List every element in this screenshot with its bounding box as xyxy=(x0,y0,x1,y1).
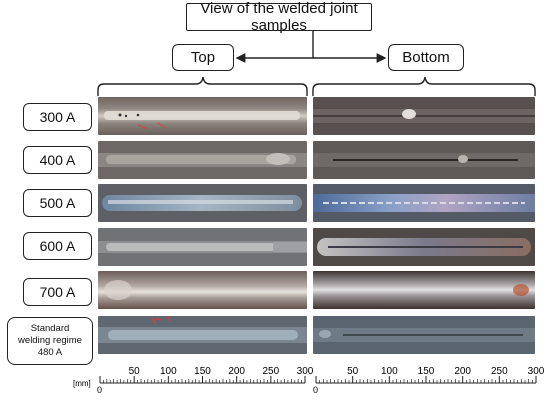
weld-photo-bottom-400a xyxy=(313,141,535,179)
ruler-bottom-label-150: 150 xyxy=(418,366,435,377)
ruler-bottom-label-50: 50 xyxy=(347,366,359,377)
row-label-700a: 700 A xyxy=(23,278,92,306)
standard-line-1: Standard xyxy=(30,323,70,334)
weld-photo-top-700a xyxy=(98,271,307,309)
weld-photo-bottom-500a xyxy=(313,184,535,222)
row-label-600a: 600 A xyxy=(23,232,92,260)
diagram-title: View of the welded joint samples xyxy=(186,0,372,34)
ruler-top-label-150: 150 xyxy=(194,366,211,377)
row-label-400a: 400 A xyxy=(23,146,92,174)
standard-line-3: 480 A xyxy=(37,347,63,358)
weld-photo-bottom-standard xyxy=(313,316,535,354)
weld-photo-top-400a xyxy=(98,141,307,179)
ruler-bottom-label-300: 300 xyxy=(528,366,545,377)
ruler-bottom-label-200: 200 xyxy=(454,366,471,377)
bottom-brace xyxy=(312,76,536,96)
top-header: Top xyxy=(172,44,234,71)
ruler-bottom-label-100: 100 xyxy=(381,366,398,377)
row-label-standard: Standard welding regime 480 A xyxy=(7,317,93,365)
row-label-300a: 300 A xyxy=(23,103,92,131)
bottom-header: Bottom xyxy=(388,44,464,71)
weld-photo-top-300a xyxy=(98,97,307,135)
weld-photo-top-standard xyxy=(98,316,307,354)
row-label-500a: 500 A xyxy=(23,189,92,217)
ruler-top-column: 0 50 100 150 200 250 300 xyxy=(97,366,314,395)
ruler-top-label-200: 200 xyxy=(228,366,245,377)
ruler-top-label-100: 100 xyxy=(160,366,177,377)
weld-photo-top-600a xyxy=(98,228,307,266)
ruler-unit-label: [mm] xyxy=(73,379,91,388)
ruler-top-label-origin: 0 xyxy=(97,385,102,395)
top-brace xyxy=(97,76,308,96)
weld-photo-bottom-700a xyxy=(313,271,535,309)
ruler-top-label-50: 50 xyxy=(129,366,141,377)
ruler-top-label-300: 300 xyxy=(297,366,314,377)
weld-photo-top-500a xyxy=(98,184,307,222)
weld-photo-bottom-300a xyxy=(313,97,535,135)
standard-line-2: welding regime xyxy=(18,335,82,346)
weld-photo-bottom-600a xyxy=(313,228,535,266)
ruler-bottom-column: 0 50 100 150 200 250 300 xyxy=(313,366,545,395)
ruler-bottom-label-origin: 0 xyxy=(313,385,318,395)
ruler-top-label-250: 250 xyxy=(262,366,279,377)
ruler-bottom-label-250: 250 xyxy=(491,366,508,377)
